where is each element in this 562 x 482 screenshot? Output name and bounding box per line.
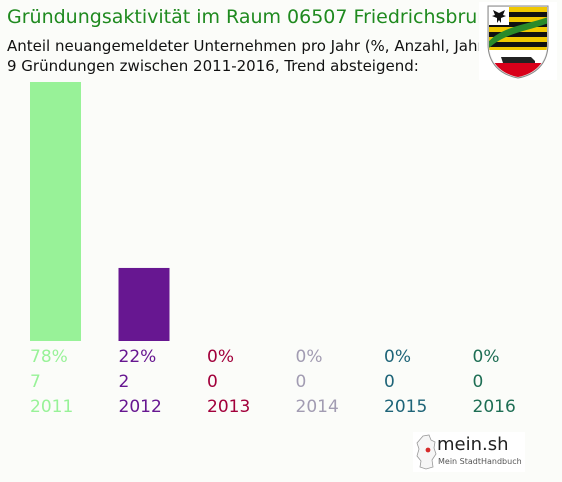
- percent-label-2012: 22%: [118, 347, 157, 367]
- year-label-2011: 2011: [30, 397, 74, 417]
- logo-name: mein.sh: [437, 434, 509, 455]
- count-label-2011: 7: [30, 372, 41, 392]
- count-label-2015: 0: [384, 372, 395, 392]
- logo-tagline: Mein StadtHandbuch: [438, 457, 522, 466]
- chart-subtitle-1: Anteil neuangemeldeter Unternehmen pro J…: [7, 37, 490, 55]
- bar-2011: [30, 82, 81, 341]
- count-label-2012: 2: [118, 372, 130, 392]
- germany-map-icon: [416, 434, 437, 470]
- saxony-anhalt-coat-of-arms-icon: [479, 2, 557, 80]
- percent-label-2013: 0%: [207, 347, 234, 367]
- chart-title: Gründungsaktivität im Raum 06507 Friedri…: [7, 6, 502, 28]
- mein-sh-logo[interactable]: mein.sh Mein StadtHandbuch: [413, 432, 525, 472]
- count-label-2014: 0: [295, 372, 307, 392]
- count-label-2013: 0: [207, 372, 218, 392]
- year-label-2012: 2012: [118, 397, 162, 417]
- count-label-2016: 0: [472, 372, 484, 392]
- year-label-2015: 2015: [384, 397, 428, 417]
- percent-label-2011: 78%: [30, 347, 68, 367]
- year-label-2013: 2013: [207, 397, 251, 417]
- chart-subtitle-2: 9 Gründungen zwischen 2011-2016, Trend a…: [7, 57, 419, 75]
- percent-label-2014: 0%: [295, 347, 323, 367]
- percent-label-2016: 0%: [472, 347, 500, 367]
- percent-label-2015: 0%: [384, 347, 411, 367]
- bar-2012: [118, 267, 170, 341]
- year-label-2014: 2014: [295, 397, 339, 417]
- year-label-2016: 2016: [472, 397, 516, 417]
